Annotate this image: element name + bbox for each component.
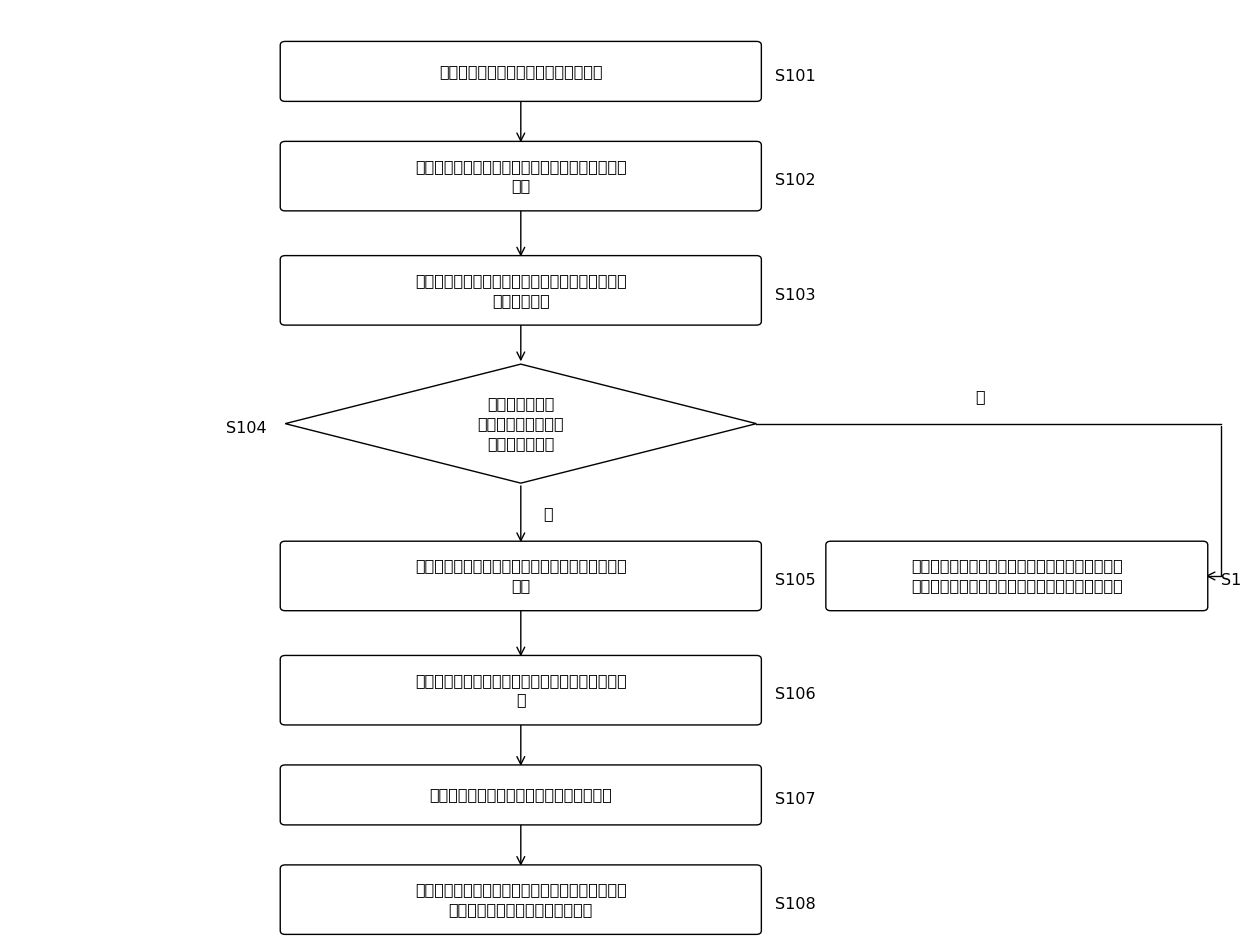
FancyBboxPatch shape bbox=[280, 765, 761, 824]
Text: S104: S104 bbox=[226, 421, 267, 436]
FancyBboxPatch shape bbox=[280, 142, 761, 211]
FancyBboxPatch shape bbox=[826, 541, 1208, 611]
Text: S108: S108 bbox=[775, 897, 816, 912]
Text: 依据所述工位预约请求向所述第一客户端发送工位
信息: 依据所述工位预约请求向所述第一客户端发送工位 信息 bbox=[415, 159, 626, 193]
Text: 向所述第一客户端发送所述需缴纳押金信息: 向所述第一客户端发送所述需缴纳押金信息 bbox=[429, 787, 613, 803]
FancyBboxPatch shape bbox=[280, 41, 761, 101]
Text: S106: S106 bbox=[775, 687, 816, 703]
Text: S109: S109 bbox=[1221, 573, 1240, 588]
FancyBboxPatch shape bbox=[280, 655, 761, 725]
Text: 依据所述费用信息与预设的比例计算需缴纳押金信
息: 依据所述费用信息与预设的比例计算需缴纳押金信 息 bbox=[415, 673, 626, 707]
Text: 否: 否 bbox=[975, 389, 985, 405]
Text: 接收一第一客户端发送的工位预约请求: 接收一第一客户端发送的工位预约请求 bbox=[439, 64, 603, 79]
Text: S105: S105 bbox=[775, 573, 816, 588]
Text: S101: S101 bbox=[775, 69, 816, 84]
Text: S107: S107 bbox=[775, 792, 816, 807]
Text: 判断所述指定工
位预约信息关联工位
是否为空闲工位: 判断所述指定工 位预约信息关联工位 是否为空闲工位 bbox=[477, 396, 564, 451]
FancyBboxPatch shape bbox=[280, 541, 761, 611]
Text: 向第一客户端发送所述指定非空闲工位的工作时间
信息、已被预约时间信息以及最快被预约时间信息: 向第一客户端发送所述指定非空闲工位的工作时间 信息、已被预约时间信息以及最快被预… bbox=[911, 559, 1122, 593]
Text: 依据所述第一预约时间信息与预设的单价计算费用
信息: 依据所述第一预约时间信息与预设的单价计算费用 信息 bbox=[415, 559, 626, 593]
Polygon shape bbox=[285, 365, 756, 483]
FancyBboxPatch shape bbox=[280, 864, 761, 935]
Text: S103: S103 bbox=[775, 288, 816, 303]
Text: S102: S102 bbox=[775, 173, 816, 188]
Text: 接收所述第一客户端响应所述工位信息发送的指定
工位预约信息: 接收所述第一客户端响应所述工位信息发送的指定 工位预约信息 bbox=[415, 273, 626, 307]
FancyBboxPatch shape bbox=[280, 255, 761, 326]
Text: 依据所述指定空闲工位预约信息生成解锁码，并将
所述解锁码发送至所述第一客户端: 依据所述指定空闲工位预约信息生成解锁码，并将 所述解锁码发送至所述第一客户端 bbox=[415, 883, 626, 917]
Text: 是: 是 bbox=[543, 506, 553, 522]
